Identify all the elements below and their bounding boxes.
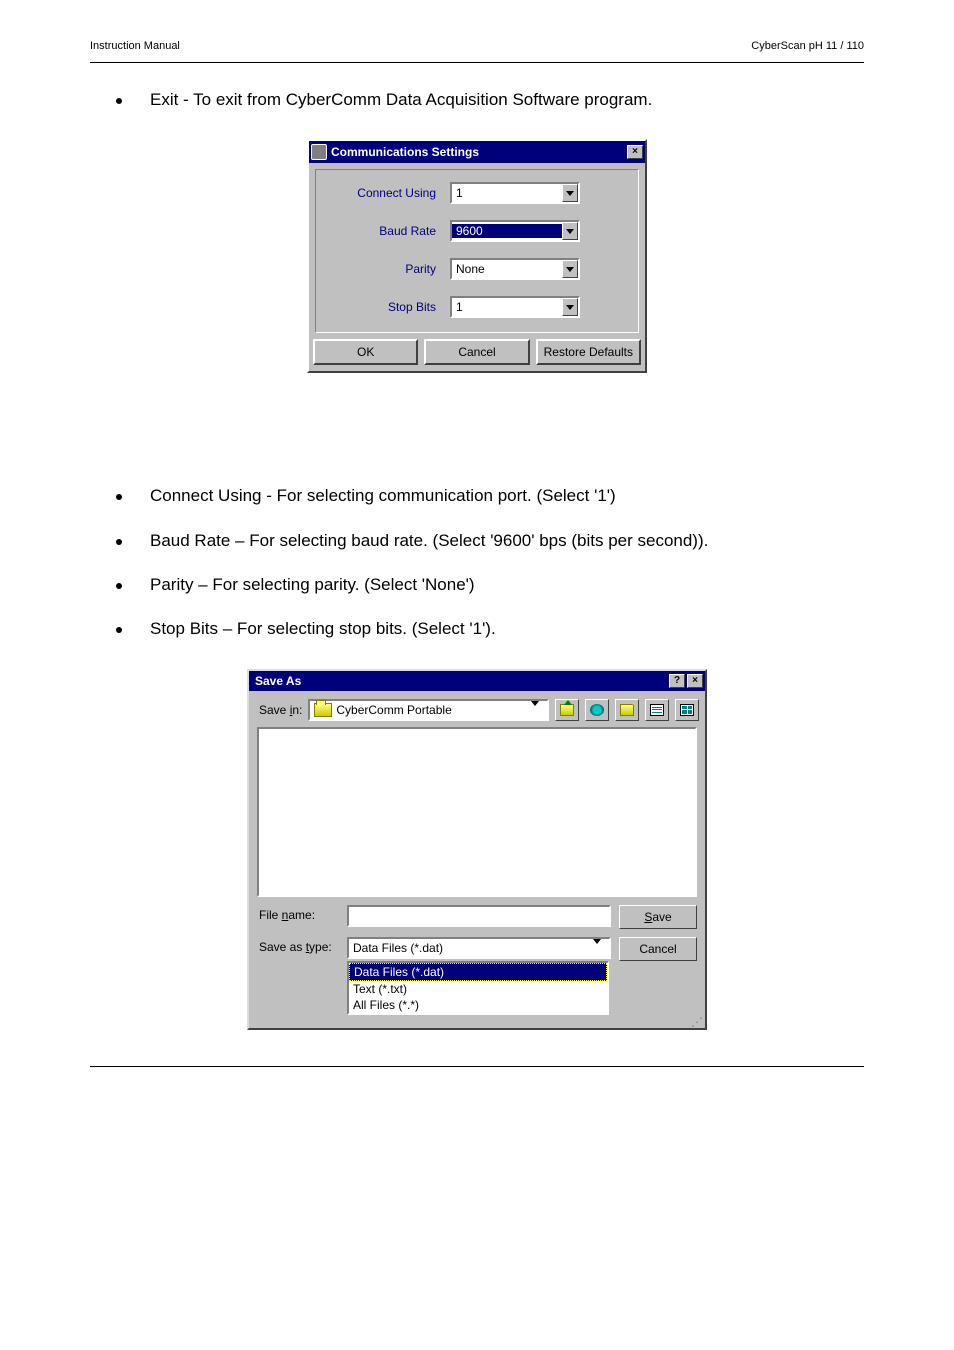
file-list-area[interactable]: [257, 727, 697, 897]
ok-button[interactable]: OK: [313, 339, 418, 365]
folder-icon: [314, 703, 332, 717]
bullet2-1: Connect Using - For selecting communicat…: [150, 483, 864, 509]
save-button[interactable]: Save: [619, 905, 697, 929]
saveastype-label: Save as type:: [259, 937, 339, 954]
close-icon[interactable]: ×: [687, 674, 703, 688]
bullet-list-1: Exit - To exit from CyberComm Data Acqui…: [90, 87, 864, 113]
bullet-list-2: Connect Using - For selecting communicat…: [90, 483, 864, 642]
restore-defaults-button[interactable]: Restore Defaults: [536, 339, 641, 365]
parity-value: None: [452, 262, 562, 276]
up-one-level-button[interactable]: [555, 699, 579, 721]
doc-header-right: CyberScan pH 11 / 110: [751, 40, 864, 52]
app-icon: [311, 144, 327, 160]
savein-label: Save in:: [259, 703, 302, 717]
save-as-dialog: Save As ? × Save in: CyberComm Portable …: [247, 669, 707, 1030]
dialog-title-text: Communications Settings: [331, 145, 479, 159]
baud-rate-label: Baud Rate: [330, 224, 450, 238]
connect-using-label: Connect Using: [330, 186, 450, 200]
dialog-titlebar[interactable]: Communications Settings ×: [309, 141, 645, 163]
chevron-down-icon[interactable]: [531, 701, 547, 719]
parity-combo[interactable]: None: [450, 258, 580, 280]
connect-using-value: 1: [452, 186, 562, 200]
chevron-down-icon[interactable]: [562, 184, 578, 202]
cancel-button[interactable]: Cancel: [619, 937, 697, 961]
connect-using-combo[interactable]: 1: [450, 182, 580, 204]
resize-grip-icon[interactable]: ⋰: [249, 1019, 705, 1026]
dropdown-item[interactable]: All Files (*.*): [349, 997, 607, 1013]
savein-combo[interactable]: CyberComm Portable: [308, 699, 549, 721]
chevron-down-icon[interactable]: [562, 298, 578, 316]
savein-value: CyberComm Portable: [336, 703, 531, 717]
chevron-down-icon[interactable]: [562, 222, 578, 240]
top-divider: [90, 62, 864, 63]
baud-rate-combo[interactable]: 9600: [450, 220, 580, 242]
cancel-button[interactable]: Cancel: [424, 339, 529, 365]
stop-bits-combo[interactable]: 1: [450, 296, 580, 318]
help-icon[interactable]: ?: [669, 674, 685, 688]
comm-settings-dialog: Communications Settings × Connect Using …: [307, 139, 647, 373]
saveas-titlebar[interactable]: Save As ? ×: [249, 671, 705, 691]
baud-rate-value: 9600: [452, 224, 562, 238]
view-desktop-button[interactable]: [585, 699, 609, 721]
details-view-button[interactable]: [675, 699, 699, 721]
filename-input[interactable]: [347, 905, 611, 927]
close-icon[interactable]: ×: [627, 145, 643, 159]
saveastype-value: Data Files (*.dat): [349, 941, 593, 955]
bullet2-4: Stop Bits – For selecting stop bits. (Se…: [150, 616, 864, 642]
chevron-down-icon[interactable]: [593, 939, 609, 957]
bullet-1-text: Exit - To exit from CyberComm Data Acqui…: [150, 87, 864, 113]
new-folder-button[interactable]: [615, 699, 639, 721]
saveastype-dropdown[interactable]: Data Files (*.dat) Text (*.txt) All File…: [347, 961, 609, 1015]
filename-label: File name:: [259, 905, 339, 922]
doc-header-left: Instruction Manual: [90, 40, 180, 52]
bottom-divider: [90, 1066, 864, 1067]
bullet2-2: Baud Rate – For selecting baud rate. (Se…: [150, 528, 864, 554]
stop-bits-value: 1: [452, 300, 562, 314]
dropdown-item[interactable]: Data Files (*.dat): [349, 963, 607, 981]
parity-label: Parity: [330, 262, 450, 276]
chevron-down-icon[interactable]: [562, 260, 578, 278]
dropdown-item[interactable]: Text (*.txt): [349, 981, 607, 997]
saveastype-combo[interactable]: Data Files (*.dat): [347, 937, 611, 959]
saveas-title-text: Save As: [255, 674, 301, 688]
stop-bits-label: Stop Bits: [330, 300, 450, 314]
list-view-button[interactable]: [645, 699, 669, 721]
bullet2-3: Parity – For selecting parity. (Select '…: [150, 572, 864, 598]
